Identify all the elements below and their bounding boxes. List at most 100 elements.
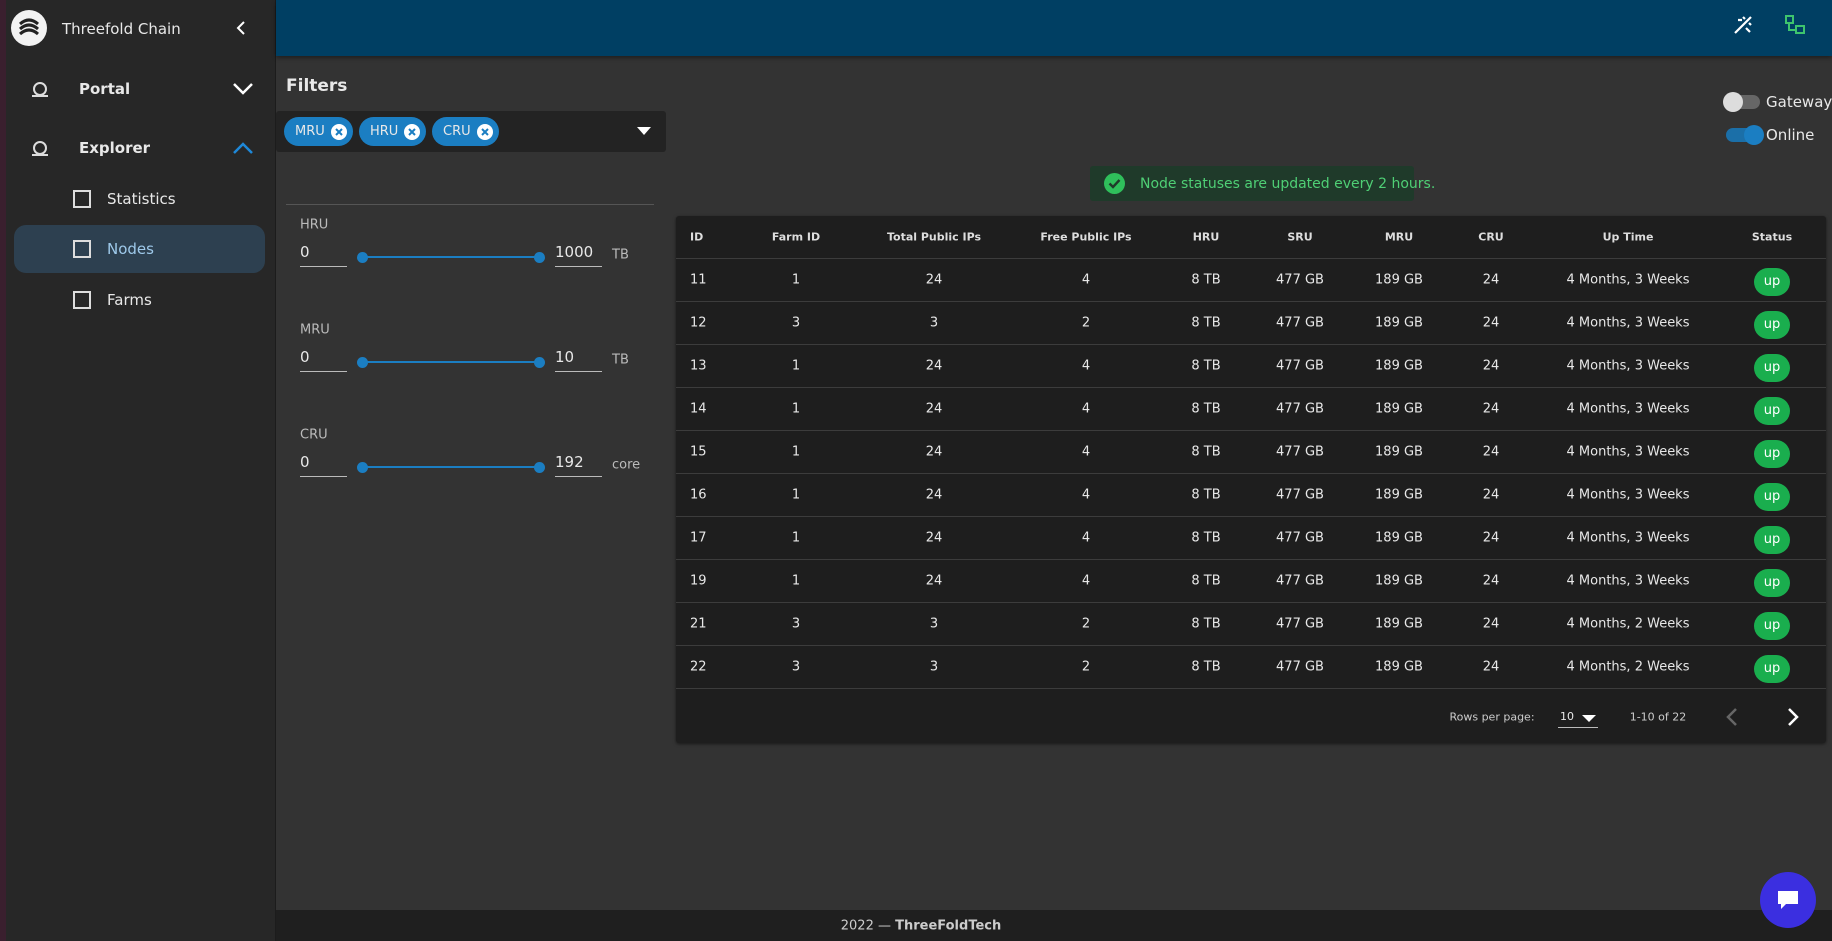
row-divider: [676, 516, 1826, 517]
slider-thumb[interactable]: [357, 252, 368, 263]
table-cell: 3: [791, 315, 801, 331]
table-cell: 4: [1081, 401, 1091, 417]
status-badge: up: [1754, 526, 1790, 554]
slider-track: [362, 466, 540, 468]
status-badge: up: [1754, 655, 1790, 683]
chip-remove[interactable]: [330, 123, 347, 140]
rows-per-page-value: 10: [1560, 710, 1574, 723]
status-badge: up: [1754, 311, 1790, 339]
slider-thumb[interactable]: [534, 252, 545, 263]
filter-chip[interactable]: HRU: [359, 117, 427, 146]
switch-label: Gateways: [1766, 93, 1832, 111]
slider-thumb[interactable]: [357, 357, 368, 368]
footer-year: 2022 —: [840, 918, 891, 934]
subnav-icon: [72, 290, 92, 310]
switch-thumb[interactable]: [1723, 92, 1743, 112]
filters-title: Filters: [286, 76, 348, 96]
table-cell: 189 GB: [1375, 401, 1423, 417]
footer-brand: ThreeFoldTech: [895, 918, 1002, 934]
subnav-item[interactable]: Farms: [107, 291, 152, 309]
header-divider: [676, 258, 1826, 259]
table-cell: 477 GB: [1276, 315, 1324, 331]
filters-panel: Filters MRU HRU CRU HRU 0 1000 TB MRU 0 10 TB CRU 0…: [276, 56, 676, 656]
row-divider: [676, 387, 1826, 388]
table-cell: 4 Months, 2 Weeks: [1566, 616, 1690, 632]
logo: [11, 10, 47, 46]
collapse-button: [234, 20, 248, 36]
table-cell: 477 GB: [1276, 530, 1324, 546]
column-header[interactable]: Status: [1751, 230, 1793, 244]
filter-chip[interactable]: MRU: [284, 117, 353, 146]
filter-chip[interactable]: CRU: [432, 117, 499, 146]
column-header[interactable]: CRU: [1478, 230, 1504, 244]
table-cell: 14: [690, 401, 707, 417]
table-cell: 1: [791, 573, 801, 589]
nav-chevron: [232, 140, 254, 156]
slider-thumb[interactable]: [534, 357, 545, 368]
subnav-item[interactable]: Statistics: [107, 190, 176, 208]
alert-text: Node statuses are updated every 2 hours.: [1140, 176, 1436, 192]
nav-item[interactable]: Portal: [79, 80, 131, 98]
nav-item[interactable]: Explorer: [79, 139, 151, 157]
column-header[interactable]: Up Time: [1602, 230, 1654, 244]
column-header[interactable]: MRU: [1384, 230, 1414, 244]
chip-select[interactable]: MRU HRU CRU: [276, 111, 666, 152]
chip-remove[interactable]: [404, 123, 421, 140]
range-unit: TB: [612, 247, 629, 263]
theme-icon[interactable]: [1732, 14, 1754, 36]
divider: [286, 204, 654, 205]
switch-thumb[interactable]: [1744, 125, 1764, 145]
range-label: MRU: [300, 322, 330, 338]
chip-remove[interactable]: [476, 123, 493, 140]
range-max-input[interactable]: 10: [555, 348, 602, 372]
table-cell: 4 Months, 3 Weeks: [1566, 358, 1690, 374]
range-min-input[interactable]: 0: [300, 453, 347, 477]
table-cell: 3: [791, 616, 801, 632]
top-bar: [276, 0, 1832, 56]
table-cell: 4 Months, 3 Weeks: [1566, 401, 1690, 417]
table-cell: 189 GB: [1375, 659, 1423, 675]
nav-highlight: [14, 225, 265, 273]
table-cell: 3: [929, 315, 939, 331]
next-page[interactable]: [1786, 707, 1800, 727]
table-cell: 4: [1081, 358, 1091, 374]
prev-page[interactable]: [1725, 707, 1739, 727]
table-cell: 24: [1482, 487, 1500, 503]
column-header[interactable]: SRU: [1287, 230, 1313, 244]
rows-per-page-select[interactable]: 10: [1558, 707, 1598, 728]
chat-icon: [1778, 891, 1798, 909]
table-cell: 15: [690, 444, 707, 460]
slider-thumb[interactable]: [357, 462, 368, 473]
range-max-input[interactable]: 1000: [555, 243, 602, 267]
table-cell: 24: [925, 401, 943, 417]
subnav-item[interactable]: Nodes: [107, 240, 154, 258]
network-icon[interactable]: [1784, 14, 1806, 36]
table-cell: 8 TB: [1191, 573, 1221, 589]
status-badge: up: [1754, 354, 1790, 382]
table-cell: 1: [791, 358, 801, 374]
column-header[interactable]: Total Public IPs: [886, 230, 982, 244]
select-arrow: [1582, 713, 1596, 722]
range-min-input[interactable]: 0: [300, 243, 347, 267]
column-header[interactable]: Farm ID: [771, 230, 821, 244]
subnav-icon: [72, 189, 92, 209]
table-cell: 8 TB: [1191, 530, 1221, 546]
table-cell: 8 TB: [1191, 401, 1221, 417]
chat-button[interactable]: [1760, 872, 1816, 928]
range-max-input[interactable]: 192: [555, 453, 602, 477]
dropdown-arrow[interactable]: [637, 126, 651, 136]
table-cell: 189 GB: [1375, 272, 1423, 288]
column-header[interactable]: ID: [690, 230, 704, 244]
range-min-input[interactable]: 0: [300, 348, 347, 372]
table-cell: 24: [1482, 401, 1500, 417]
table-cell: 24: [925, 530, 943, 546]
column-header[interactable]: Free Public IPs: [1040, 230, 1132, 244]
table-cell: 24: [1482, 358, 1500, 374]
slider-thumb[interactable]: [534, 462, 545, 473]
table-cell: 3: [929, 616, 939, 632]
table-cell: 4: [1081, 444, 1091, 460]
nodes-table: ID Farm ID Total Public IPs Free Public IPs…: [676, 216, 1826, 743]
status-badge: up: [1754, 268, 1790, 296]
column-header[interactable]: HRU: [1192, 230, 1220, 244]
table-cell: 21: [690, 616, 707, 632]
